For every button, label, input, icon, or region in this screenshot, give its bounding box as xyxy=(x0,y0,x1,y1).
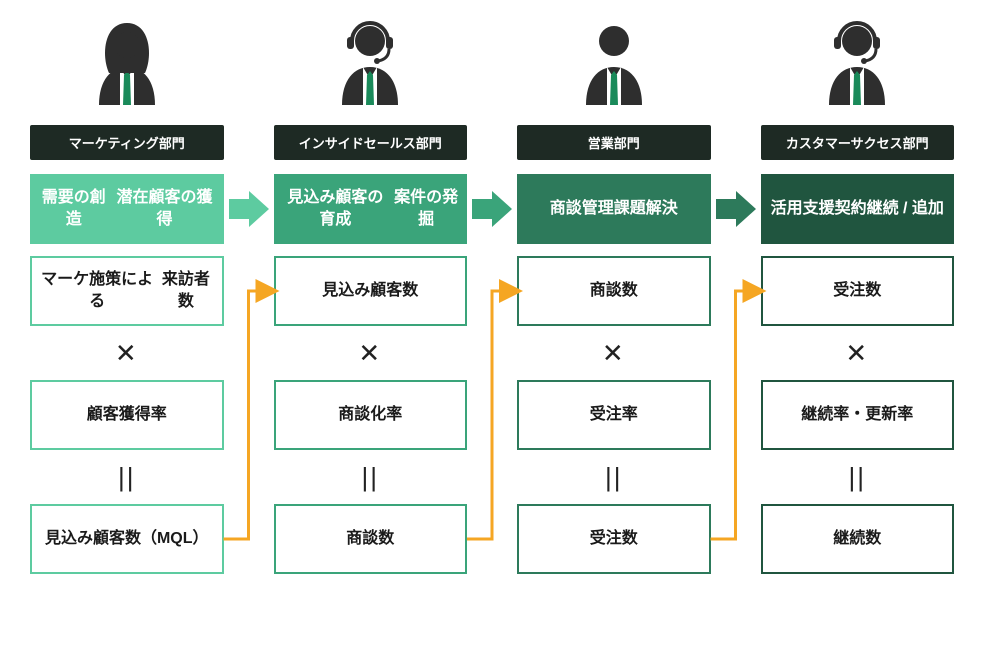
metric-sales-2: 受注率 xyxy=(517,380,711,450)
persona-marketing xyxy=(30,15,224,105)
metric-line: 見込み顧客数 xyxy=(322,280,418,302)
persona-customer-success xyxy=(761,15,955,105)
persona-sales xyxy=(517,15,711,105)
dept-label-marketing: マーケティング部門 xyxy=(30,125,224,160)
op-times: ✕ xyxy=(30,340,224,366)
stage-marketing: 需要の創造潜在顧客の獲得 xyxy=(30,174,224,244)
metric-line: マーケ施策による xyxy=(38,269,156,312)
stage-line: 課題解決 xyxy=(614,198,678,220)
stage-line: 見込み顧客の育成 xyxy=(280,187,392,232)
metric-sales-1: 商談数 xyxy=(517,256,711,326)
stage-line: 案件の発掘 xyxy=(391,187,461,232)
metric-line: 受注率 xyxy=(590,404,638,426)
stage-arrow-2 xyxy=(467,191,517,227)
metric-inside-sales-1: 見込み顧客数 xyxy=(274,256,468,326)
dept-label-customer-success: カスタマーサクセス部門 xyxy=(761,125,955,160)
metric-customer-success-1: 受注数 xyxy=(761,256,955,326)
metric-line: 商談数 xyxy=(346,528,394,550)
metric-marketing-3: 見込み顧客数（MQL） xyxy=(30,504,224,574)
stage-line: 需要の創造 xyxy=(36,187,112,232)
stage-line: 契約継続 / 追加 xyxy=(835,198,944,220)
stage-arrow-1 xyxy=(224,191,274,227)
metric-inside-sales-3: 商談数 xyxy=(274,504,468,574)
stage-inside-sales: 見込み顧客の育成案件の発掘 xyxy=(274,174,468,244)
metric-line: 商談数 xyxy=(590,280,638,302)
metric-line: 来訪者数 xyxy=(156,269,215,312)
metric-marketing-1: マーケ施策による来訪者数 xyxy=(30,256,224,326)
stage-line: 潜在顧客の獲得 xyxy=(112,187,218,232)
op-times: ✕ xyxy=(517,340,711,366)
op-times: ✕ xyxy=(274,340,468,366)
stage-sales: 商談管理課題解決 xyxy=(517,174,711,244)
metric-line: 見込み顧客数 xyxy=(45,528,141,550)
metric-line: 継続数 xyxy=(833,528,881,550)
stage-arrow-3 xyxy=(711,191,761,227)
metric-line: 受注数 xyxy=(833,280,881,302)
op-equals: || xyxy=(30,464,224,490)
metric-line: 顧客獲得率 xyxy=(87,404,167,426)
op-times: ✕ xyxy=(761,340,955,366)
dept-label-sales: 営業部門 xyxy=(517,125,711,160)
metric-line: 受注数 xyxy=(590,528,638,550)
metric-customer-success-2: 継続率・更新率 xyxy=(761,380,955,450)
persona-inside-sales xyxy=(274,15,468,105)
stage-line: 活用支援 xyxy=(771,198,835,220)
op-equals: || xyxy=(761,464,955,490)
metric-customer-success-3: 継続数 xyxy=(761,504,955,574)
metric-line: 商談化率 xyxy=(338,404,402,426)
stage-line: 商談管理 xyxy=(550,198,614,220)
metric-inside-sales-2: 商談化率 xyxy=(274,380,468,450)
metric-line: 継続率・更新率 xyxy=(801,404,913,426)
stage-customer-success: 活用支援契約継続 / 追加 xyxy=(761,174,955,244)
metric-marketing-2: 顧客獲得率 xyxy=(30,380,224,450)
dept-label-inside-sales: インサイドセールス部門 xyxy=(274,125,468,160)
metric-sales-3: 受注数 xyxy=(517,504,711,574)
op-equals: || xyxy=(517,464,711,490)
metric-line: （MQL） xyxy=(141,528,209,550)
op-equals: || xyxy=(274,464,468,490)
